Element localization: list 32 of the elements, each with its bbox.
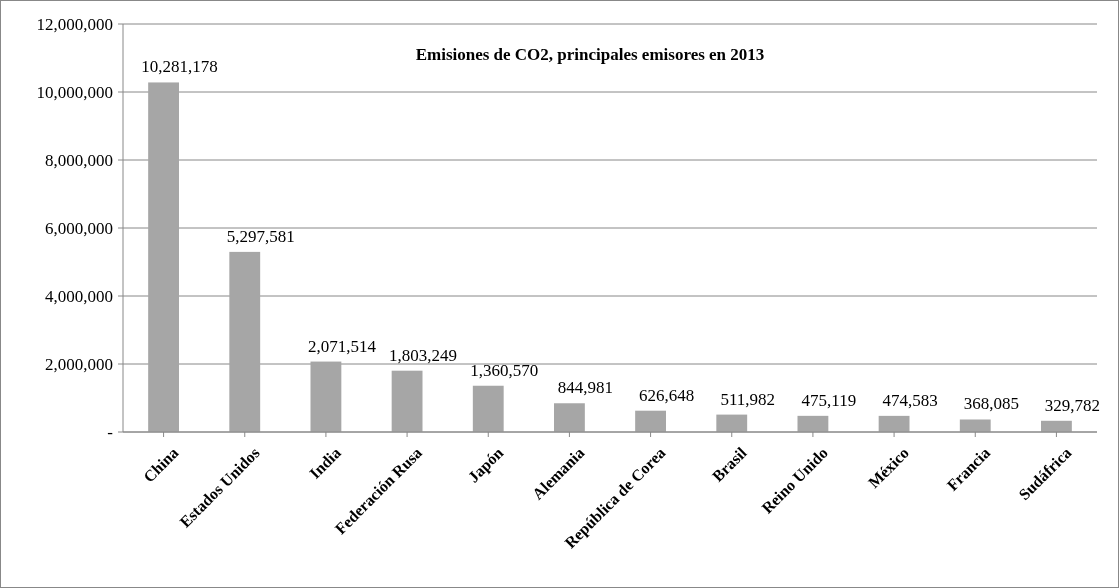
bar <box>797 415 829 432</box>
data-label: 475,119 <box>801 390 857 410</box>
data-label: 10,281,178 <box>141 57 218 77</box>
data-label: 5,297,581 <box>226 226 295 246</box>
data-label: 2,071,514 <box>307 336 377 356</box>
data-label: 1,360,570 <box>470 360 539 380</box>
y-tick-label: - <box>107 422 114 442</box>
y-tick-label: 4,000,000 <box>45 286 113 306</box>
y-tick-label: 2,000,000 <box>45 354 113 374</box>
data-label: 511,982 <box>720 389 776 409</box>
bar <box>391 370 423 432</box>
data-label: 329,782 <box>1044 395 1101 415</box>
bar <box>959 419 991 432</box>
bar <box>310 361 342 432</box>
y-tick-label: 6,000,000 <box>45 218 113 238</box>
data-label: 1,803,249 <box>389 345 458 365</box>
data-label: 474,583 <box>882 390 938 410</box>
bar <box>1040 420 1072 432</box>
y-tick-label: 10,000,000 <box>36 82 113 102</box>
bar <box>148 82 180 432</box>
bar <box>878 415 910 432</box>
text: Emisiones de CO2, principales emisores en 2013 <box>415 45 765 64</box>
data-label: 368,085 <box>963 394 1019 414</box>
bar <box>229 251 261 432</box>
bar <box>635 410 667 432</box>
bar <box>716 414 748 432</box>
bar <box>472 385 504 432</box>
data-label: 626,648 <box>638 385 695 405</box>
y-tick-label: 8,000,000 <box>45 150 113 170</box>
bar <box>554 403 585 432</box>
y-tick-label: 12,000,000 <box>36 14 113 34</box>
data-label: 844,981 <box>557 378 614 398</box>
